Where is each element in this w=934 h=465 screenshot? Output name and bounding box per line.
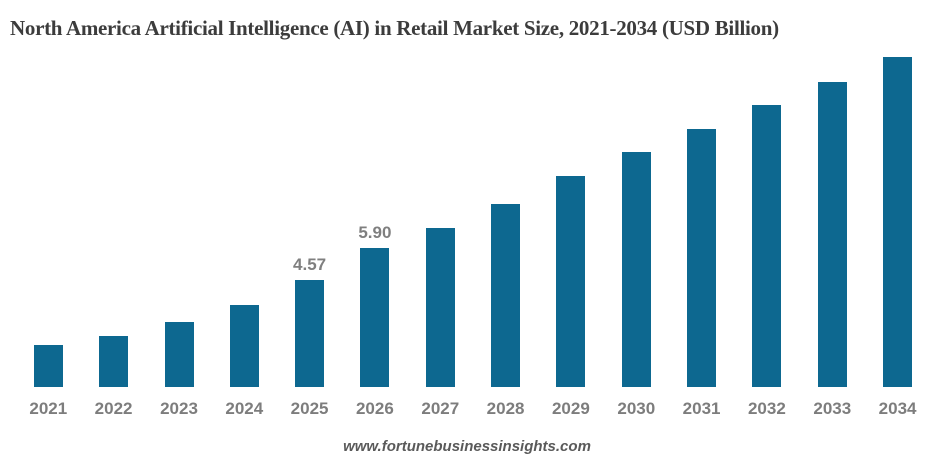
x-axis-label-2029: 2029: [551, 399, 590, 418]
bar-2021: [33, 345, 63, 387]
bar-2023: [164, 322, 194, 387]
x-axis-label-2022: 2022: [94, 399, 133, 418]
source-website: www.fortunebusinessinsights.com: [343, 438, 591, 455]
bar-2029: [556, 176, 586, 387]
x-axis-label-2025: 2025: [290, 399, 329, 418]
x-axis-label-2027: 2027: [421, 399, 460, 418]
bar-2030: [621, 152, 651, 387]
x-axis-label-2031: 2031: [682, 399, 721, 418]
x-axis-label-2032: 2032: [747, 399, 786, 418]
bar-value-label-2025: 4.57: [293, 255, 327, 274]
bar-2032: [752, 105, 782, 387]
bar-2022: [99, 336, 129, 387]
bar-2031: [687, 129, 717, 387]
bar-2033: [817, 82, 847, 387]
x-axis-label-2033: 2033: [813, 399, 852, 418]
x-axis-label-2026: 2026: [355, 399, 394, 418]
bar-2034: [883, 57, 913, 387]
x-axis-label-2030: 2030: [617, 399, 656, 418]
chart-title: North America Artificial Intelligence (A…: [10, 16, 779, 40]
x-axis-label-2034: 2034: [878, 399, 917, 418]
x-axis-label-2024: 2024: [225, 399, 264, 418]
bar-2025: [295, 280, 325, 387]
bar-2026: [360, 248, 390, 387]
x-axis-label-2021: 2021: [29, 399, 68, 418]
bar-2024: [229, 305, 259, 387]
x-axis-label-2028: 2028: [486, 399, 525, 418]
bar-value-label-2026: 5.90: [358, 223, 392, 242]
bar-2028: [491, 204, 521, 387]
x-axis-label-2023: 2023: [160, 399, 198, 418]
bar-2027: [425, 228, 455, 387]
